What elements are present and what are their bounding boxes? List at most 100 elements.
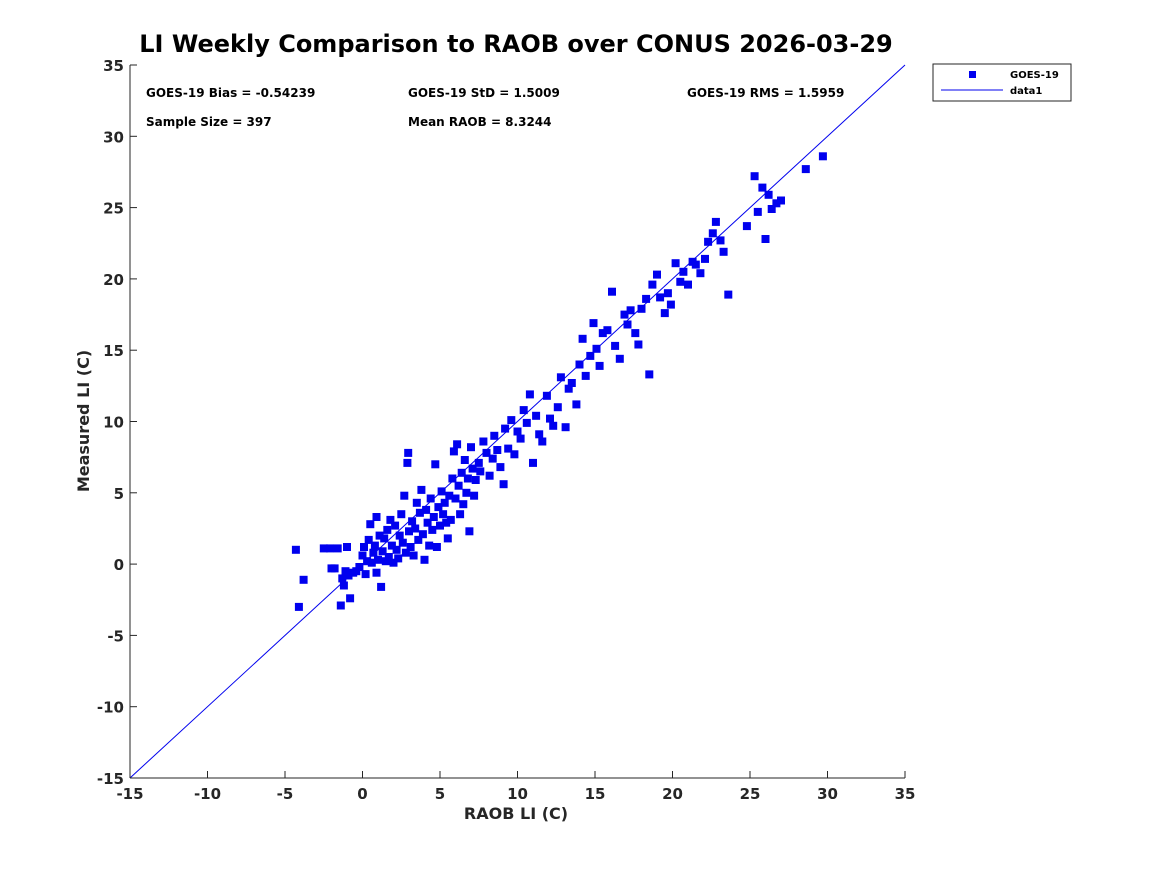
x-ticks: -15 -10 -5 0 5 10 15 20 25 30 35 xyxy=(116,771,915,803)
scatter-point xyxy=(637,304,646,313)
scatter-point xyxy=(326,544,334,553)
scatter-point xyxy=(542,391,551,400)
x-tick-label: 20 xyxy=(662,785,683,803)
scatter-point xyxy=(656,293,665,302)
chart-title: LI Weekly Comparison to RAOB over CONUS … xyxy=(139,30,892,58)
scatter-point xyxy=(626,306,635,315)
scatter-point xyxy=(463,474,472,483)
legend: GOES-19 data1 xyxy=(932,63,1072,102)
scatter-point xyxy=(453,440,462,449)
scatter-point xyxy=(460,456,469,464)
scatter-point xyxy=(696,269,705,278)
scatter-point xyxy=(456,510,465,519)
scatter-point xyxy=(380,534,389,543)
scatter-point xyxy=(363,557,372,566)
scatter-point xyxy=(299,575,308,584)
scatter-point xyxy=(391,521,400,530)
scatter-point xyxy=(443,534,452,543)
scatter-point xyxy=(719,247,728,256)
scatter-point xyxy=(440,498,449,507)
scatter-point xyxy=(319,544,328,553)
x-tick-label: 10 xyxy=(507,785,528,803)
scatter-point xyxy=(818,152,827,161)
scatter-point xyxy=(397,510,406,519)
scatter-point xyxy=(372,568,381,577)
scatter-point xyxy=(423,518,432,527)
y-tick-label: 30 xyxy=(103,128,124,146)
scatter-point xyxy=(507,416,516,425)
stats-annotations: GOES-19 Bias = -0.54239 GOES-19 StD = 1.… xyxy=(146,86,844,129)
scatter-point xyxy=(422,505,431,514)
scatter-point xyxy=(420,555,429,564)
scatter-point xyxy=(361,570,370,579)
legend-box xyxy=(932,63,1072,102)
scatter-point xyxy=(415,508,424,517)
scatter-point xyxy=(414,535,423,544)
scatter-point xyxy=(490,431,499,440)
scatter-point xyxy=(753,207,762,216)
scatter-point xyxy=(411,524,420,533)
scatter-point xyxy=(572,400,581,409)
scatter-point xyxy=(510,450,519,459)
scatter-point xyxy=(401,548,410,557)
scatter-point xyxy=(439,510,448,519)
scatter-point xyxy=(758,183,767,192)
scatter-point xyxy=(377,582,386,591)
scatter-point xyxy=(691,260,700,269)
scatter-point xyxy=(704,237,713,246)
scatter-point xyxy=(360,543,368,551)
scatter-point xyxy=(653,270,661,279)
scatter-point xyxy=(339,581,348,590)
y-axis-label: Measured LI (C) xyxy=(74,350,93,492)
scatter-point xyxy=(595,361,604,370)
y-tick-label: 15 xyxy=(103,342,124,360)
scatter-point xyxy=(474,458,483,467)
scatter-point xyxy=(801,165,810,174)
scatter-point xyxy=(750,172,759,181)
x-tick-label: -5 xyxy=(277,785,294,803)
scatter-point xyxy=(467,443,475,452)
scatter-point xyxy=(358,551,367,560)
scatter-point xyxy=(448,474,457,483)
scatter-point xyxy=(519,406,528,415)
y-tick-label: 5 xyxy=(114,485,124,503)
scatter-point xyxy=(581,371,590,380)
scatter-point xyxy=(608,287,616,296)
scatter-point xyxy=(546,414,554,423)
scatter-point xyxy=(525,390,534,399)
scatter-point xyxy=(623,320,632,329)
bias-annotation: GOES-19 Bias = -0.54239 xyxy=(146,86,315,100)
scatter-point xyxy=(432,543,441,551)
scatter-point xyxy=(742,222,751,231)
scatter-point xyxy=(366,520,375,529)
scatter-point xyxy=(488,454,497,463)
scatter-point xyxy=(724,290,733,299)
identity-line xyxy=(129,64,906,779)
scatter-point xyxy=(529,458,537,467)
scatter-point xyxy=(642,294,651,303)
y-tick-label: 25 xyxy=(103,200,124,218)
scatter-point xyxy=(378,547,387,556)
scatter-point xyxy=(567,379,576,387)
scatter-point xyxy=(338,574,347,583)
scatter-point xyxy=(772,199,781,208)
scatter-point xyxy=(403,458,412,467)
scatter-point xyxy=(603,326,612,335)
rms-annotation: GOES-19 RMS = 1.5959 xyxy=(687,86,844,100)
x-tick-label: -15 xyxy=(116,785,143,803)
scatter-point xyxy=(701,254,709,263)
y-tick-label: -10 xyxy=(97,699,124,717)
scatter-point xyxy=(446,515,455,524)
scatter-point xyxy=(496,463,505,472)
scatter-point xyxy=(426,494,435,503)
scatter-point xyxy=(374,555,382,564)
scatter-point xyxy=(553,403,562,412)
scatter-point xyxy=(671,259,680,268)
x-axis-label: RAOB LI (C) xyxy=(464,804,568,823)
scatter-point xyxy=(352,567,361,576)
scatter-point xyxy=(764,190,773,199)
scatter-point xyxy=(386,515,395,524)
scatter-point xyxy=(620,310,629,319)
y-tick-label: 10 xyxy=(103,414,124,432)
scatter-point xyxy=(434,503,443,512)
